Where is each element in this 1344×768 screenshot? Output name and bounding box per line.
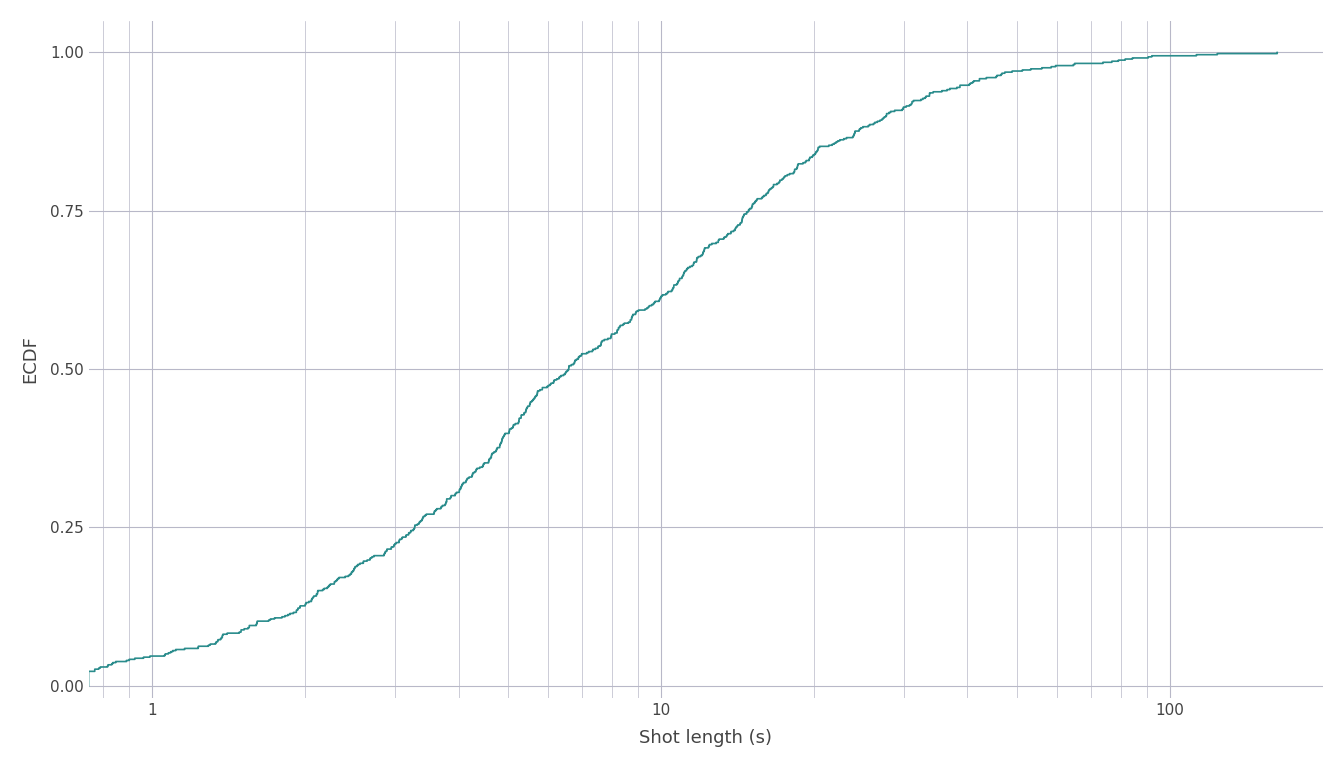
X-axis label: Shot length (s): Shot length (s) bbox=[640, 729, 773, 747]
Y-axis label: ECDF: ECDF bbox=[22, 336, 39, 383]
